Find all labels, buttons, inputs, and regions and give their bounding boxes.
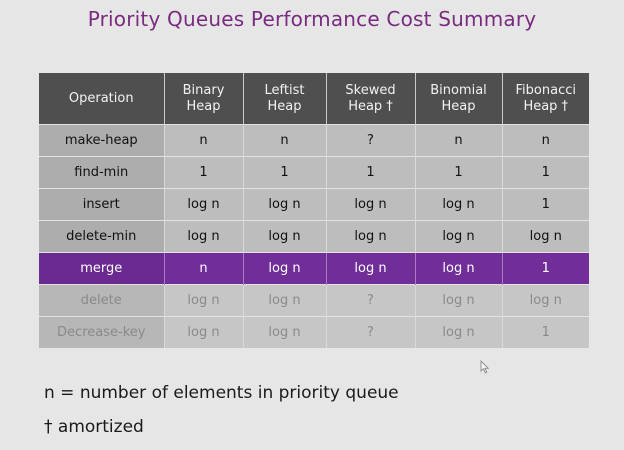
operation-name-cell: Decrease-key xyxy=(39,316,164,348)
leftist-heap-cost-cell: log n xyxy=(242,316,326,348)
header-skewed-heap: Skewed Heap † xyxy=(325,73,415,125)
header-operation-line-1: Operation xyxy=(68,90,134,106)
binary-heap-cost-cell: log n xyxy=(163,316,243,348)
performance-table: Operation Binary Heap Leftist Heap Skewe… xyxy=(39,73,589,348)
skewed-heap-cost-cell: log n xyxy=(325,220,415,253)
footnote-amortized: † amortized xyxy=(44,417,144,437)
header-fibonacci-line-2: Heap † xyxy=(523,98,569,114)
header-fibonacci-heap: Fibonacci Heap † xyxy=(501,73,589,125)
leftist-heap-cost-cell: n xyxy=(242,124,326,157)
operation-name-cell: delete-min xyxy=(39,220,164,253)
operation-name-cell: merge xyxy=(39,252,164,285)
binomial-heap-cost-cell: 1 xyxy=(414,156,502,189)
operation-name-cell: make-heap xyxy=(39,124,164,157)
footnote-n-definition: n = number of elements in priority queue xyxy=(44,383,399,403)
binary-heap-cost-cell: 1 xyxy=(163,156,243,189)
skewed-heap-cost-cell: ? xyxy=(325,316,415,348)
skewed-heap-cost-cell: log n xyxy=(325,252,415,285)
binomial-heap-cost-cell: n xyxy=(414,124,502,157)
binomial-heap-cost-cell: log n xyxy=(414,220,502,253)
header-binary-heap: Binary Heap xyxy=(163,73,243,125)
header-leftist-heap: Leftist Heap xyxy=(242,73,326,125)
table-row-delete: delete log n log n ? log n log n xyxy=(39,284,589,317)
header-fibonacci-line-1: Fibonacci xyxy=(515,82,576,98)
fibonacci-heap-cost-cell: 1 xyxy=(501,188,589,221)
header-leftist-line-2: Heap xyxy=(267,98,302,114)
table-row-delete-min: delete-min log n log n log n log n log n xyxy=(39,220,589,253)
binary-heap-cost-cell: log n xyxy=(163,220,243,253)
skewed-heap-cost-cell: log n xyxy=(325,188,415,221)
fibonacci-heap-cost-cell: 1 xyxy=(501,252,589,285)
operation-name-cell: delete xyxy=(39,284,164,317)
binomial-heap-cost-cell: log n xyxy=(414,284,502,317)
fibonacci-heap-cost-cell: 1 xyxy=(501,156,589,189)
binomial-heap-cost-cell: log n xyxy=(414,188,502,221)
mouse-pointer-icon xyxy=(480,360,490,374)
operation-name-cell: insert xyxy=(39,188,164,221)
table-row-merge-highlighted: merge n log n log n log n 1 xyxy=(39,252,589,285)
table-header-row: Operation Binary Heap Leftist Heap Skewe… xyxy=(39,73,589,125)
binary-heap-cost-cell: log n xyxy=(163,188,243,221)
slide-title: Priority Queues Performance Cost Summary xyxy=(87,7,537,31)
binary-heap-cost-cell: n xyxy=(163,124,243,157)
header-binary-line-1: Binary xyxy=(182,82,225,98)
skewed-heap-cost-cell: ? xyxy=(325,284,415,317)
header-binomial-line-2: Heap xyxy=(441,98,476,114)
leftist-heap-cost-cell: log n xyxy=(242,284,326,317)
binomial-heap-cost-cell: log n xyxy=(414,252,502,285)
leftist-heap-cost-cell: log n xyxy=(242,188,326,221)
operation-name-cell: find-min xyxy=(39,156,164,189)
header-binomial-heap: Binomial Heap xyxy=(414,73,502,125)
fibonacci-heap-cost-cell: 1 xyxy=(501,316,589,348)
skewed-heap-cost-cell: 1 xyxy=(325,156,415,189)
table-row-find-min: find-min 1 1 1 1 1 xyxy=(39,156,589,189)
table-row-make-heap: make-heap n n ? n n xyxy=(39,124,589,157)
leftist-heap-cost-cell: log n xyxy=(242,252,326,285)
header-binary-line-2: Heap xyxy=(186,98,221,114)
binary-heap-cost-cell: n xyxy=(163,252,243,285)
header-binomial-line-1: Binomial xyxy=(430,82,487,98)
fibonacci-heap-cost-cell: log n xyxy=(501,284,589,317)
binomial-heap-cost-cell: log n xyxy=(414,316,502,348)
header-leftist-line-1: Leftist xyxy=(264,82,305,98)
table-row-insert: insert log n log n log n log n 1 xyxy=(39,188,589,221)
header-operation: Operation xyxy=(39,73,164,125)
header-skewed-line-1: Skewed xyxy=(345,82,396,98)
fibonacci-heap-cost-cell: n xyxy=(501,124,589,157)
skewed-heap-cost-cell: ? xyxy=(325,124,415,157)
header-skewed-line-2: Heap † xyxy=(348,98,393,114)
leftist-heap-cost-cell: log n xyxy=(242,220,326,253)
binary-heap-cost-cell: log n xyxy=(163,284,243,317)
fibonacci-heap-cost-cell: log n xyxy=(501,220,589,253)
table-row-decrease-key: Decrease-key log n log n ? log n 1 xyxy=(39,316,589,348)
leftist-heap-cost-cell: 1 xyxy=(242,156,326,189)
